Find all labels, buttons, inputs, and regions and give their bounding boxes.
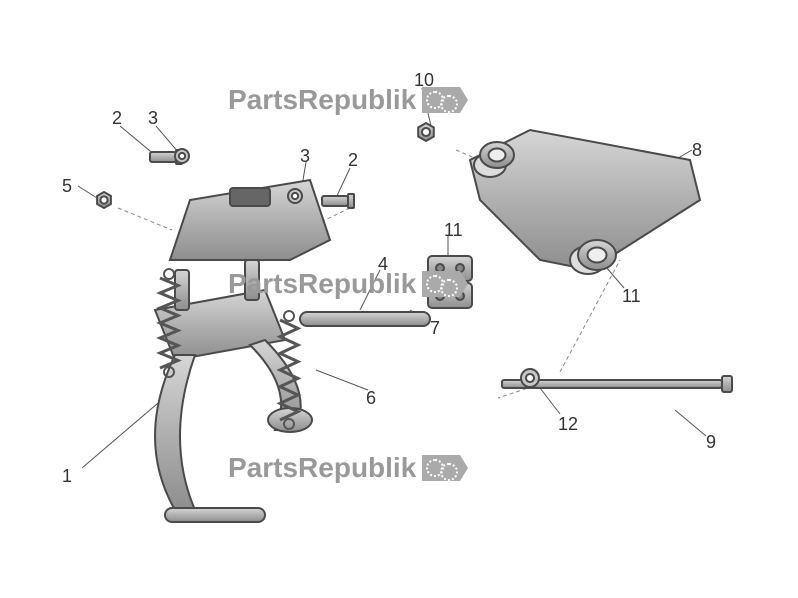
washer-12 <box>521 369 539 387</box>
callout-5: 5 <box>62 176 72 197</box>
callout-2b: 2 <box>348 150 358 171</box>
callout-12: 12 <box>558 414 578 435</box>
bush-11b <box>578 240 616 270</box>
washer-3b <box>288 189 302 203</box>
bracket <box>170 180 330 260</box>
callout-2: 2 <box>112 108 122 129</box>
washer-3a <box>175 149 189 163</box>
nut-5 <box>97 192 111 208</box>
pin-4 <box>300 312 430 326</box>
callout-10: 10 <box>414 70 434 91</box>
bolt-2b <box>322 194 354 208</box>
rubber-7 <box>428 256 472 308</box>
bush-11a <box>480 142 514 168</box>
callout-1: 1 <box>62 466 72 487</box>
callout-4: 4 <box>378 254 388 275</box>
callout-3b: 3 <box>300 146 310 167</box>
diagram-svg <box>0 0 798 598</box>
callout-8: 8 <box>692 140 702 161</box>
callout-9: 9 <box>706 432 716 453</box>
callout-6: 6 <box>366 388 376 409</box>
nut-10 <box>418 123 434 141</box>
callout-7: 7 <box>430 318 440 339</box>
callout-3: 3 <box>148 108 158 129</box>
parts-diagram: PartsRepublikPartsRepublikPartsRepublik … <box>0 0 798 598</box>
callout-11: 11 <box>444 220 463 241</box>
callout-11b: 11 <box>622 286 641 307</box>
